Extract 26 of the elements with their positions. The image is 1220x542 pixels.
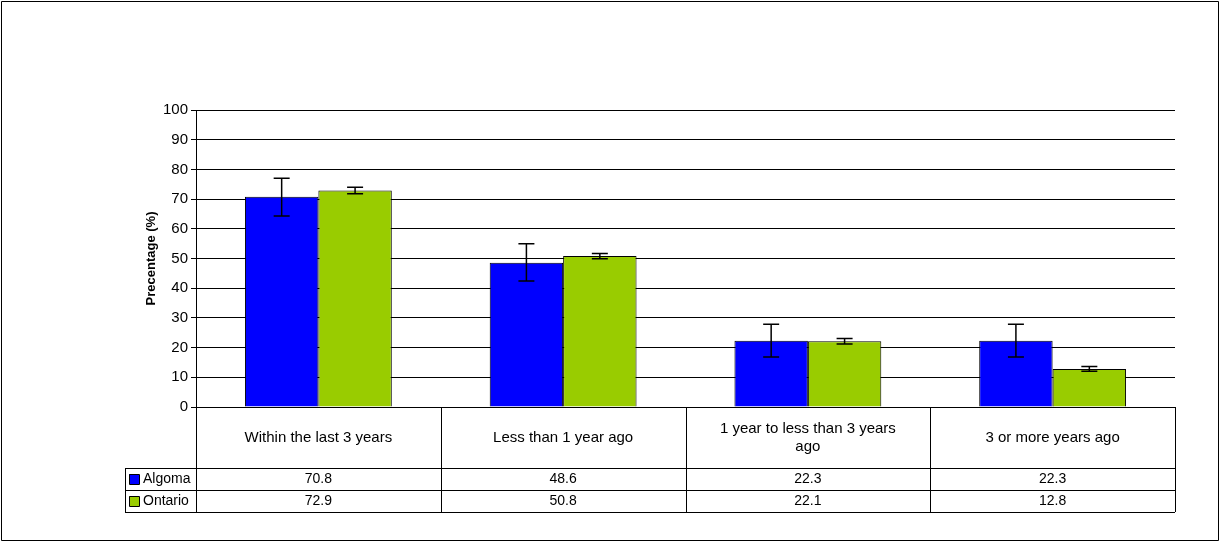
legend-label: Ontario <box>143 491 190 508</box>
y-tick-label: 10 <box>171 367 188 385</box>
y-tick-label: 0 <box>179 397 188 415</box>
x-tick-label: 1 year to less than 3 years ago <box>719 418 896 454</box>
y-tick-label: 80 <box>171 159 188 177</box>
y-tick-label: 20 <box>171 337 188 355</box>
data-label: 22.1 <box>794 491 822 508</box>
y-tick-label: 90 <box>171 129 188 147</box>
y-tick-label: 70 <box>171 189 188 207</box>
legend-label: Algoma <box>143 469 191 486</box>
data-label: 72.9 <box>304 491 333 508</box>
data-label: 22.3 <box>794 469 822 486</box>
x-tick-label: Within the last 3 years <box>244 427 393 445</box>
data-label: 50.8 <box>549 491 577 508</box>
data-label: 12.8 <box>1039 491 1067 508</box>
x-tick-label: 3 or more years ago <box>985 427 1120 445</box>
y-tick-label: 100 <box>162 100 188 118</box>
y-tick-label: 50 <box>171 248 188 266</box>
y-axis-title: Precentage (%) <box>143 211 159 306</box>
data-label: 22.3 <box>1039 469 1067 486</box>
x-tick-label: Less than 1 year ago <box>493 427 634 445</box>
data-label: 48.6 <box>549 469 577 486</box>
y-tick-label: 30 <box>171 308 188 326</box>
data-label: 70.8 <box>304 469 333 486</box>
y-tick-label: 40 <box>171 278 188 296</box>
y-tick-label: 60 <box>171 218 188 236</box>
